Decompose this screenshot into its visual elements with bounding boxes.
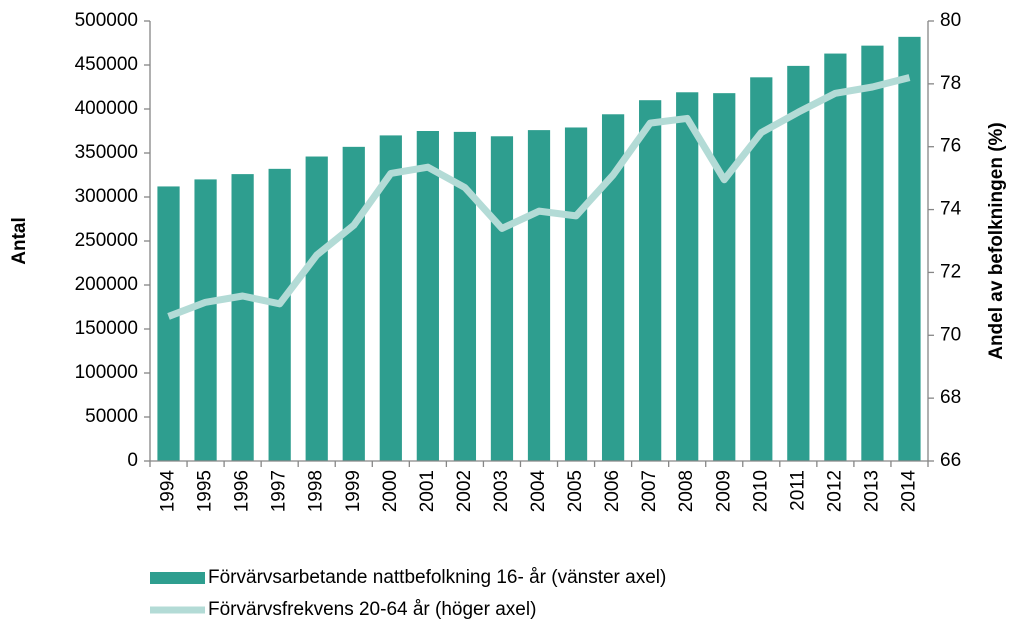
bar <box>787 65 810 461</box>
x-tick-label: 2001 <box>417 470 438 512</box>
bar <box>676 92 699 461</box>
x-tick-label: 2013 <box>861 470 882 512</box>
x-tick-label: 2012 <box>824 470 845 512</box>
x-tick-label: 2005 <box>565 470 586 512</box>
x-tick-label: 1995 <box>195 470 216 512</box>
bar <box>601 114 625 461</box>
y-tick-label: 250000 <box>75 230 138 251</box>
x-tick-label: 1994 <box>158 470 179 513</box>
x-tick-label: 2011 <box>787 470 808 511</box>
x-tick-label: 2000 <box>380 470 401 512</box>
x-tick-label: 2008 <box>676 470 697 512</box>
bar <box>453 131 477 461</box>
bar <box>564 127 588 461</box>
y2-tick-label: 78 <box>940 73 961 94</box>
legend-label: Förvärvsarbetande nattbefolkning 16- år … <box>208 567 666 588</box>
bar <box>824 53 847 462</box>
y-tick-label: 0 <box>127 450 138 471</box>
y-tick-label: 300000 <box>75 186 138 207</box>
x-tick-label: 1997 <box>269 470 290 512</box>
x-tick-label: 1996 <box>232 470 253 512</box>
x-tick-label: 2010 <box>750 470 771 512</box>
y-tick-label: 500000 <box>75 10 138 31</box>
y-tick-label: 150000 <box>75 318 138 339</box>
x-tick-label: 2006 <box>602 470 623 512</box>
y-axis-label: Antal <box>9 217 30 265</box>
y-tick-label: 400000 <box>75 98 138 119</box>
x-tick-label: 1998 <box>306 470 327 512</box>
y2-axis-label: Andel av befolkningen (%) <box>986 122 1007 360</box>
bar <box>527 130 551 461</box>
x-tick-label: 2007 <box>639 470 660 512</box>
legend-swatch <box>150 572 205 584</box>
y2-tick-label: 74 <box>940 199 962 220</box>
bar <box>194 179 217 461</box>
bar <box>639 100 662 461</box>
y-tick-label: 50000 <box>85 406 138 427</box>
legend-label: Förvärvsfrekvens 20-64 år (höger axel) <box>208 599 536 620</box>
bar <box>750 77 773 461</box>
bar <box>490 136 514 461</box>
y-tick-label: 100000 <box>75 362 138 383</box>
y2-tick-label: 72 <box>940 261 961 282</box>
bar <box>231 174 254 461</box>
line <box>167 74 911 320</box>
x-tick-label: 2002 <box>454 470 475 512</box>
y-tick-label: 450000 <box>75 54 138 75</box>
bar <box>305 156 328 461</box>
bar <box>379 135 402 461</box>
x-tick-label: 2009 <box>713 470 734 512</box>
bar <box>861 45 884 461</box>
y2-tick-label: 76 <box>940 136 961 157</box>
y-tick-label: 200000 <box>75 274 138 295</box>
bar <box>268 168 291 461</box>
bar <box>898 36 921 462</box>
bar <box>342 146 365 461</box>
x-tick-label: 2003 <box>491 470 512 512</box>
y2-tick-label: 66 <box>940 450 961 471</box>
y2-tick-label: 70 <box>940 324 961 345</box>
x-tick-label: 2004 <box>528 470 549 513</box>
bar <box>713 93 736 461</box>
bar <box>157 186 180 461</box>
x-tick-label: 1999 <box>343 470 364 512</box>
y-tick-label: 350000 <box>75 142 138 163</box>
x-tick-label: 2014 <box>898 470 919 513</box>
bar <box>416 131 439 461</box>
y2-tick-label: 68 <box>940 387 961 408</box>
y2-tick-label: 80 <box>940 10 961 31</box>
